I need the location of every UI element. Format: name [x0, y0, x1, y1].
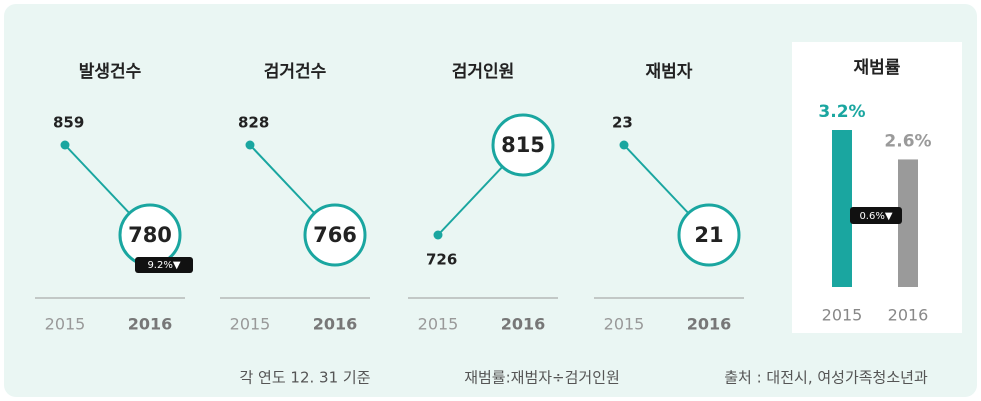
value-label: 766 — [313, 223, 357, 247]
value-label: 859 — [53, 114, 84, 132]
panel-title: 발생건수 — [79, 62, 142, 82]
note: 재범률:재범자÷검거인원 — [464, 369, 620, 387]
bar-panel — [792, 42, 962, 333]
panel-title: 재범률 — [854, 58, 901, 78]
value-label: 726 — [426, 251, 457, 269]
badge — [850, 207, 902, 224]
note: 출처 : 대전시, 여성가족청소년과 — [724, 369, 928, 387]
x-tick-label: 2016 — [313, 315, 358, 334]
dot — [433, 230, 443, 240]
background — [4, 4, 977, 397]
x-tick-label: 2016 — [687, 315, 732, 334]
dot — [619, 140, 629, 150]
panel-title: 재범자 — [646, 62, 693, 82]
annotation: 0.6%▼ — [859, 211, 892, 222]
x-tick-label: 2015 — [45, 315, 86, 334]
value-circle — [303, 203, 367, 267]
note: 각 연도 12. 31 기준 — [239, 369, 370, 387]
x-tick-label: 2015 — [604, 315, 645, 334]
x-tick-label: 2015 — [230, 315, 271, 334]
x-tick-label: 2015 — [418, 315, 459, 334]
value-label: 21 — [694, 223, 723, 247]
value-label: 828 — [238, 114, 269, 132]
badge — [135, 257, 193, 273]
panel-title: 검거건수 — [264, 62, 327, 82]
value-label: 23 — [612, 114, 633, 132]
panel-title: 검거인원 — [452, 62, 515, 82]
bar — [832, 130, 852, 287]
x-tick-label: 2016 — [888, 306, 929, 325]
x-tick-label: 2015 — [822, 306, 863, 325]
value-label: 2.6% — [884, 131, 931, 151]
value-label: 780 — [128, 223, 172, 247]
x-tick-label: 2016 — [128, 315, 173, 334]
value-label: 815 — [501, 133, 545, 157]
value-label: 3.2% — [818, 102, 865, 122]
dot — [60, 140, 70, 150]
value-circle — [491, 113, 555, 177]
bar — [898, 159, 918, 287]
value-circle — [677, 203, 741, 267]
dot — [245, 140, 255, 150]
x-tick-label: 2016 — [501, 315, 546, 334]
annotation: 9.2%▼ — [147, 260, 180, 271]
